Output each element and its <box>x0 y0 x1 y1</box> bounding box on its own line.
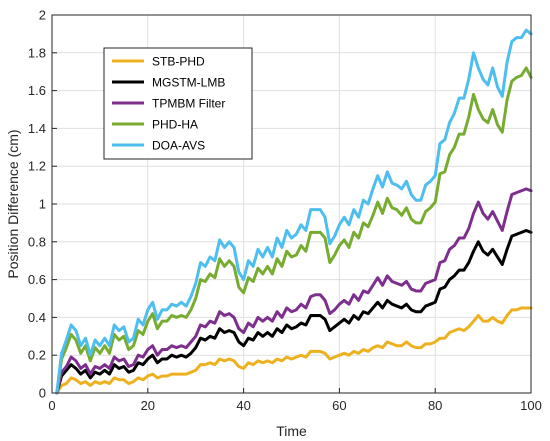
legend-label: PHD-HA <box>152 118 198 132</box>
series-line-5 <box>55 28 533 395</box>
series-line-4 <box>55 66 533 395</box>
y-tick-label: 1 <box>39 197 46 212</box>
y-tick-label: 1.8 <box>28 45 46 60</box>
y-tick-label: 0 <box>39 386 46 401</box>
y-tick-label: 0.6 <box>28 272 46 287</box>
y-tick-label: 0.4 <box>28 310 46 325</box>
y-axis-title: Position Difference (cm) <box>5 129 21 278</box>
legend-label: DOA-AVS <box>152 139 205 153</box>
y-tick-label: 1.6 <box>28 83 46 98</box>
x-tick-label: 0 <box>48 398 55 413</box>
legend-label: STB-PHD <box>152 55 205 69</box>
series-line-1 <box>55 306 533 395</box>
y-tick-label: 1.4 <box>28 121 46 136</box>
y-tick-label: 2 <box>39 8 46 23</box>
x-tick-label: 40 <box>236 398 250 413</box>
y-tick-label: 0.2 <box>28 348 46 363</box>
x-tick-label: 100 <box>520 398 542 413</box>
series-line-3 <box>55 187 533 395</box>
x-axis-title: Time <box>276 423 307 439</box>
y-tick-label: 1.2 <box>28 159 46 174</box>
x-tick-label: 60 <box>332 398 346 413</box>
series-lines <box>55 28 533 395</box>
x-tick-label: 20 <box>141 398 155 413</box>
legend-label: MGSTM-LMB <box>152 76 225 90</box>
legend: STB-PHD MGSTM-LMB TPMBM Filter PHD-HA DOA-AV… <box>103 47 253 160</box>
x-axis-ticks: 0 20 40 60 80 100 <box>48 388 542 413</box>
legend-label: TPMBM Filter <box>152 97 225 111</box>
series-line-2 <box>55 228 533 395</box>
y-tick-label: 0.8 <box>28 234 46 249</box>
y-axis-ticks: 0 0.2 0.4 0.6 0.8 1 1.2 1.4 1.6 1.8 2 <box>28 8 57 401</box>
x-tick-label: 80 <box>428 398 442 413</box>
